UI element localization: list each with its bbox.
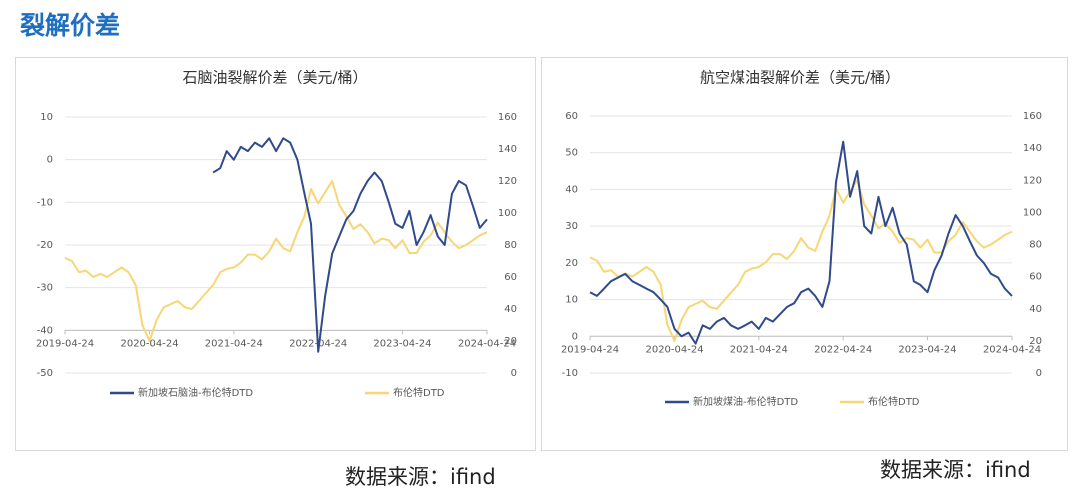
legend-label: 布伦特DTD xyxy=(393,386,445,399)
y2-tick-label: 80 xyxy=(1029,240,1042,251)
x-tick-label: 2020-04-24 xyxy=(645,344,703,355)
x-tick-label: 2019-04-24 xyxy=(561,344,619,355)
y2-tick-label: 140 xyxy=(1023,143,1042,154)
x-tick-label: 2023-04-24 xyxy=(898,344,956,355)
y2-tick-label: 60 xyxy=(1029,272,1042,283)
x-tick-label: 2023-04-24 xyxy=(373,338,431,349)
y-tick-label: 50 xyxy=(565,148,578,159)
y-tick-label: -50 xyxy=(37,368,53,379)
y2-tick-label: 0 xyxy=(1036,368,1042,379)
source-note: 数据来源：ifind xyxy=(345,465,496,489)
y-tick-label: 10 xyxy=(40,112,53,123)
y-tick-label: 0 xyxy=(572,331,578,342)
y2-tick-label: 20 xyxy=(1029,336,1042,347)
y2-tick-label: 40 xyxy=(504,304,517,315)
y2-tick-label: 80 xyxy=(504,240,517,251)
x-tick-label: 2021-04-24 xyxy=(205,338,263,349)
y2-tick-label: 160 xyxy=(498,112,517,123)
y-tick-label: 60 xyxy=(565,111,578,122)
source-note: 数据来源：ifind xyxy=(880,458,1031,482)
x-tick-label: 2021-04-24 xyxy=(730,344,788,355)
x-tick-label: 2020-04-24 xyxy=(120,338,178,349)
y2-tick-label: 160 xyxy=(1023,111,1042,122)
y2-tick-label: 20 xyxy=(504,336,517,347)
x-tick-label: 2022-04-24 xyxy=(814,344,872,355)
y-tick-label: 10 xyxy=(565,295,578,306)
y2-tick-label: 0 xyxy=(511,368,517,379)
y-tick-label: -10 xyxy=(37,197,53,208)
legend-label: 布伦特DTD xyxy=(868,395,920,408)
x-tick-label: 2024-04-24 xyxy=(983,344,1041,355)
chart-title: 航空煤油裂解价差（美元/桶） xyxy=(700,69,900,87)
page-title: 裂解价差 xyxy=(20,11,120,40)
y2-tick-label: 100 xyxy=(498,208,517,219)
y2-tick-label: 120 xyxy=(1023,175,1042,186)
series-line xyxy=(64,180,488,342)
y-tick-label: 40 xyxy=(565,184,578,195)
y-tick-label: 30 xyxy=(565,221,578,232)
y-tick-label: -30 xyxy=(37,283,53,294)
y-tick-label: -20 xyxy=(37,240,53,251)
series-line xyxy=(589,140,1013,345)
y-tick-label: 0 xyxy=(47,155,53,166)
series-line xyxy=(212,137,488,353)
y-tick-label: -40 xyxy=(37,325,53,336)
y2-tick-label: 140 xyxy=(498,144,517,155)
legend-label: 新加坡石脑油-布伦特DTD xyxy=(138,386,253,399)
y2-tick-label: 60 xyxy=(504,272,517,283)
series-line xyxy=(589,179,1013,342)
y-tick-label: -10 xyxy=(562,368,578,379)
y2-tick-label: 120 xyxy=(498,176,517,187)
chart-frame xyxy=(541,57,1068,451)
y2-tick-label: 100 xyxy=(1023,207,1042,218)
chart-frame xyxy=(15,57,536,451)
y-tick-label: 20 xyxy=(565,258,578,269)
y2-tick-label: 40 xyxy=(1029,304,1042,315)
x-tick-label: 2024-04-24 xyxy=(458,338,516,349)
chart-title: 石脑油裂解价差（美元/桶） xyxy=(182,69,367,87)
legend-label: 新加坡煤油-布伦特DTD xyxy=(693,395,798,408)
x-tick-label: 2019-04-24 xyxy=(36,338,94,349)
